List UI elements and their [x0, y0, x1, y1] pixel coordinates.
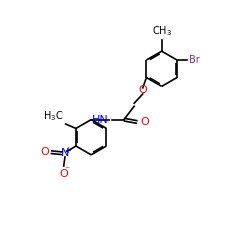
Text: ⁻: ⁻	[65, 165, 70, 175]
Text: O: O	[59, 168, 68, 178]
Text: Br: Br	[189, 55, 200, 65]
Text: H$_3$C: H$_3$C	[44, 109, 64, 123]
Text: +: +	[64, 146, 71, 155]
Text: O: O	[140, 117, 149, 127]
Text: CH$_3$: CH$_3$	[152, 25, 172, 38]
Text: O: O	[40, 147, 49, 157]
Text: O: O	[138, 85, 147, 95]
Text: HN: HN	[92, 114, 109, 124]
Text: N: N	[61, 148, 69, 158]
